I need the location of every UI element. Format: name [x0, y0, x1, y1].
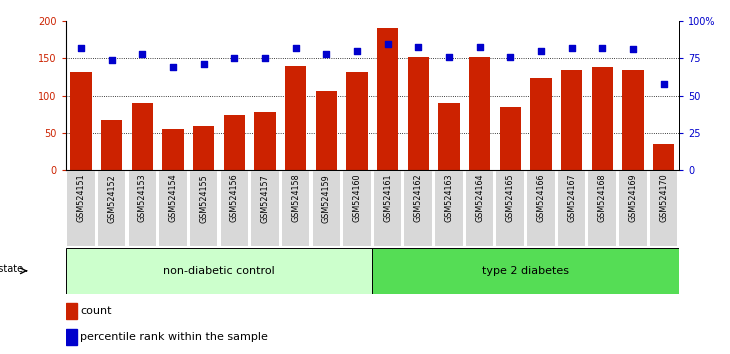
Point	[658, 81, 669, 86]
Bar	[223, 115, 245, 170]
Text: count: count	[80, 306, 112, 316]
Bar	[285, 66, 307, 170]
Bar	[591, 67, 613, 170]
FancyBboxPatch shape	[190, 171, 218, 246]
FancyBboxPatch shape	[588, 171, 616, 246]
FancyBboxPatch shape	[372, 248, 679, 294]
Bar	[499, 107, 521, 170]
Text: GSM524170: GSM524170	[659, 174, 668, 222]
Point	[259, 56, 271, 61]
Point	[137, 51, 148, 57]
Text: GSM524164: GSM524164	[475, 174, 484, 222]
Point	[566, 45, 577, 51]
FancyBboxPatch shape	[66, 248, 372, 294]
Bar	[622, 69, 644, 170]
FancyBboxPatch shape	[619, 171, 647, 246]
Point	[228, 56, 240, 61]
Text: GSM524158: GSM524158	[291, 174, 300, 222]
Text: disease state: disease state	[0, 263, 23, 274]
FancyBboxPatch shape	[404, 171, 432, 246]
Bar	[469, 57, 491, 170]
Text: GSM524169: GSM524169	[629, 174, 637, 222]
Text: GSM524156: GSM524156	[230, 174, 239, 222]
Text: GSM524153: GSM524153	[138, 174, 147, 222]
Point	[382, 41, 393, 46]
FancyBboxPatch shape	[527, 171, 555, 246]
FancyBboxPatch shape	[496, 171, 524, 246]
Text: GSM524151: GSM524151	[77, 174, 85, 222]
FancyBboxPatch shape	[98, 171, 126, 246]
Point	[627, 47, 639, 52]
Text: GSM524154: GSM524154	[169, 174, 177, 222]
FancyBboxPatch shape	[128, 171, 156, 246]
FancyBboxPatch shape	[67, 171, 95, 246]
Text: GSM524152: GSM524152	[107, 174, 116, 223]
Bar	[70, 72, 92, 170]
Point	[474, 44, 485, 49]
FancyBboxPatch shape	[558, 171, 585, 246]
Point	[75, 45, 87, 51]
Text: GSM524160: GSM524160	[353, 174, 361, 222]
Text: GSM524163: GSM524163	[445, 174, 453, 222]
FancyBboxPatch shape	[466, 171, 493, 246]
Text: GSM524165: GSM524165	[506, 174, 515, 222]
Text: percentile rank within the sample: percentile rank within the sample	[80, 332, 269, 342]
Point	[596, 45, 608, 51]
Point	[167, 64, 179, 70]
Point	[443, 54, 455, 60]
Point	[290, 45, 301, 51]
Bar	[438, 103, 460, 170]
Text: GSM524162: GSM524162	[414, 174, 423, 222]
Point	[535, 48, 547, 54]
Point	[320, 51, 332, 57]
Text: GSM524166: GSM524166	[537, 174, 545, 222]
Bar	[407, 57, 429, 170]
Bar	[101, 120, 123, 170]
Text: GSM524157: GSM524157	[261, 174, 269, 223]
Text: GSM524161: GSM524161	[383, 174, 392, 222]
Text: GSM524168: GSM524168	[598, 174, 607, 222]
Bar	[561, 69, 583, 170]
Bar	[66, 303, 77, 319]
FancyBboxPatch shape	[220, 171, 248, 246]
Bar	[66, 329, 77, 345]
Point	[412, 44, 424, 49]
FancyBboxPatch shape	[435, 171, 463, 246]
Bar	[315, 91, 337, 170]
Text: type 2 diabetes: type 2 diabetes	[482, 266, 569, 276]
Bar	[162, 129, 184, 170]
FancyBboxPatch shape	[251, 171, 279, 246]
Bar	[377, 28, 399, 170]
FancyBboxPatch shape	[650, 171, 677, 246]
Text: GSM524155: GSM524155	[199, 174, 208, 223]
Point	[106, 57, 118, 63]
Text: non-diabetic control: non-diabetic control	[163, 266, 275, 276]
Point	[198, 62, 210, 67]
FancyBboxPatch shape	[282, 171, 310, 246]
FancyBboxPatch shape	[374, 171, 402, 246]
Point	[351, 48, 363, 54]
Bar	[530, 78, 552, 170]
Bar	[653, 144, 675, 170]
FancyBboxPatch shape	[159, 171, 187, 246]
FancyBboxPatch shape	[312, 171, 340, 246]
FancyBboxPatch shape	[343, 171, 371, 246]
Bar	[346, 72, 368, 170]
Text: GSM524159: GSM524159	[322, 174, 331, 223]
Point	[504, 54, 516, 60]
Bar	[193, 126, 215, 170]
Bar	[254, 112, 276, 170]
Text: GSM524167: GSM524167	[567, 174, 576, 222]
Bar	[131, 103, 153, 170]
